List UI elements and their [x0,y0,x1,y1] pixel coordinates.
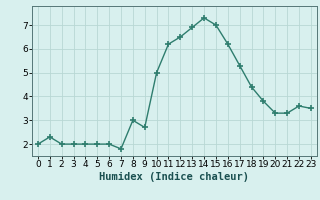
X-axis label: Humidex (Indice chaleur): Humidex (Indice chaleur) [100,172,249,182]
